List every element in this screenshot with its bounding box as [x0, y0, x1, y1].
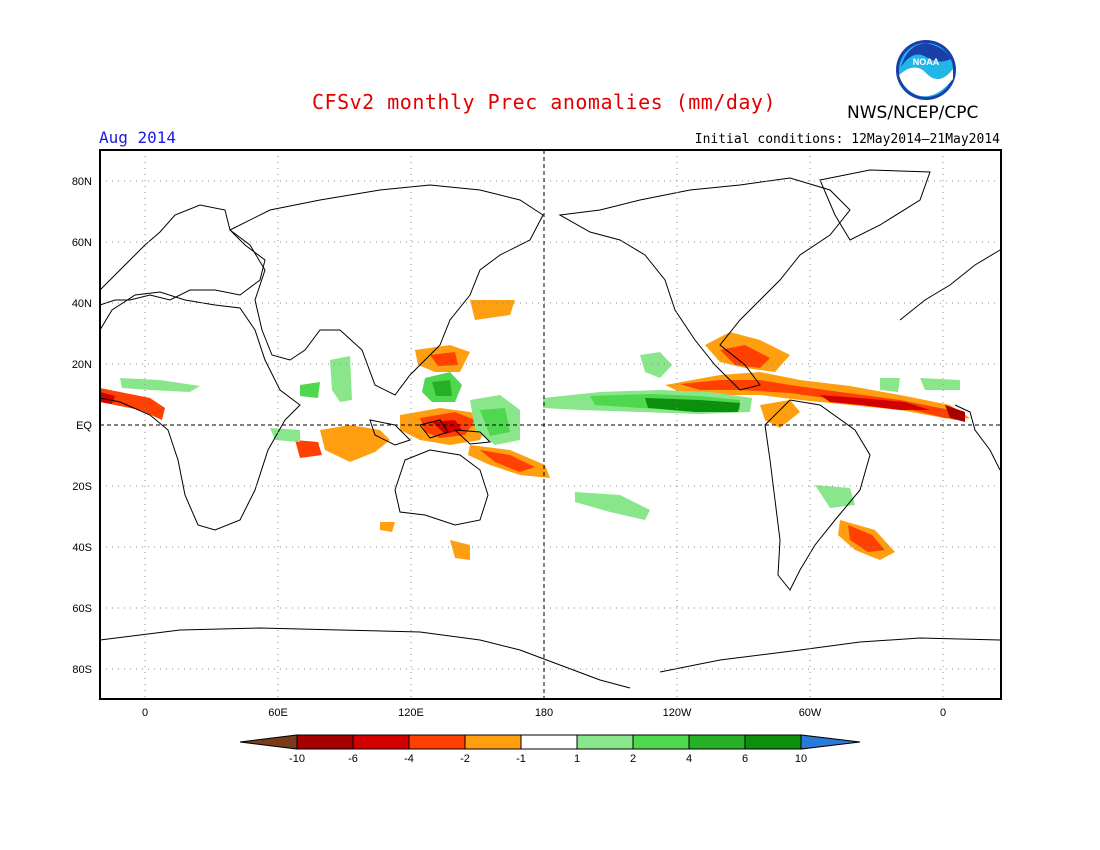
- lat-label: 20S: [72, 481, 92, 493]
- longitude-labels: 0 60E 120E 180 120W 60W 0: [142, 707, 946, 719]
- colorbar-label: 6: [742, 753, 748, 765]
- colorbar-label: -6: [348, 753, 358, 765]
- colorbar-label: -2: [460, 753, 470, 765]
- agency-label: NWS/NCEP/CPC: [847, 103, 979, 123]
- grid-lines: [100, 150, 1001, 699]
- lat-label: 80S: [72, 664, 92, 676]
- colorbar-label: 1: [574, 753, 580, 765]
- colorbar-label: 10: [795, 753, 807, 765]
- colorbar-segment: [632, 734, 690, 750]
- colorbar-arrow-low: [239, 734, 298, 750]
- latitude-labels: 80N 60N 40N 20N EQ 20S 40S 60S 80S: [72, 176, 93, 676]
- colorbar-segment: [408, 734, 466, 750]
- colorbar: -10 -6 -4 -2 -1 1 2 4 6 10: [239, 734, 861, 765]
- colorbar-segment: [520, 734, 578, 750]
- forecast-month: Aug 2014: [99, 128, 177, 147]
- lon-label: 0: [940, 707, 946, 719]
- initial-conditions: Initial conditions: 12May2014–21May2014: [694, 132, 1000, 147]
- colorbar-segment: [688, 734, 746, 750]
- colorbar-label: -4: [404, 753, 414, 765]
- lat-label: 20N: [72, 359, 92, 371]
- lat-label: 60N: [72, 237, 92, 249]
- colorbar-label: 2: [630, 753, 636, 765]
- colorbar-segment: [576, 734, 634, 750]
- colorbar-segment: [464, 734, 522, 750]
- continent-outlines: [99, 169, 1001, 689]
- colorbar-segment: [744, 734, 802, 750]
- lon-label: 0: [142, 707, 148, 719]
- lon-label: 120W: [663, 707, 692, 719]
- colorbar-label: -10: [289, 753, 305, 765]
- colorbar-label: 4: [686, 753, 692, 765]
- colorbar-arrow-high: [800, 734, 861, 750]
- svg-text:NOAA: NOAA: [913, 57, 940, 67]
- equator-and-dateline: [100, 150, 1001, 699]
- noaa-logo: NOAA: [896, 40, 956, 100]
- lon-label: 180: [535, 707, 553, 719]
- map-title: CFSv2 monthly Prec anomalies (mm/day): [312, 90, 777, 114]
- colorbar-segment: [296, 734, 354, 750]
- lat-label: 40N: [72, 298, 92, 310]
- colorbar-segment: [352, 734, 410, 750]
- lon-label: 120E: [398, 707, 424, 719]
- lat-label: 40S: [72, 542, 92, 554]
- lat-label: EQ: [76, 420, 92, 432]
- anomaly-shading: [100, 300, 970, 560]
- colorbar-label: -1: [516, 753, 526, 765]
- lat-label: 80N: [72, 176, 92, 188]
- lat-label: 60S: [72, 603, 92, 615]
- lon-label: 60W: [799, 707, 822, 719]
- lon-label: 60E: [268, 707, 288, 719]
